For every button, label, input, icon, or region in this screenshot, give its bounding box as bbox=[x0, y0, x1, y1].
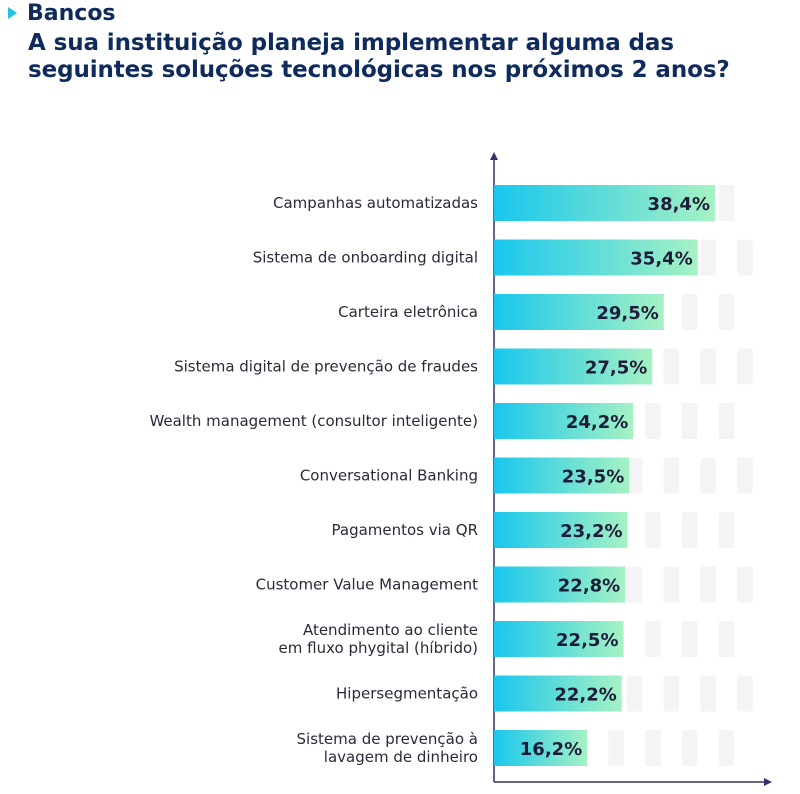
checker-cell bbox=[645, 730, 661, 766]
bar bbox=[494, 566, 626, 603]
category-label: Hipersegmentação bbox=[336, 685, 478, 703]
checker-cell bbox=[700, 566, 716, 603]
checker-cell bbox=[737, 566, 753, 603]
category-label: Campanhas automatizadas bbox=[273, 194, 478, 212]
checker-cell bbox=[682, 730, 698, 766]
chart-title-line-1: A sua instituição planeja implementar al… bbox=[28, 30, 674, 56]
bar bbox=[494, 239, 698, 276]
bar bbox=[494, 403, 634, 439]
checker-cell bbox=[663, 566, 679, 603]
checker-cell bbox=[608, 730, 624, 766]
bar bbox=[494, 348, 653, 385]
value-label: 22,5% bbox=[556, 630, 618, 651]
category-label: em fluxo phygital (híbrido) bbox=[279, 639, 478, 657]
bar bbox=[494, 512, 628, 548]
value-label: 35,4% bbox=[630, 249, 692, 270]
checker-cell bbox=[718, 730, 735, 766]
checker-cell bbox=[663, 348, 679, 385]
category-label: Wealth management (consultor inteligente… bbox=[149, 412, 478, 430]
triangle-right-icon bbox=[8, 7, 17, 19]
checker-cell bbox=[663, 457, 679, 494]
bar bbox=[494, 730, 588, 766]
checker-cell bbox=[645, 512, 661, 548]
value-label: 38,4% bbox=[648, 194, 710, 215]
value-label: 27,5% bbox=[585, 358, 647, 379]
checker-cell bbox=[700, 457, 716, 494]
checker-cell bbox=[737, 675, 753, 712]
checker-cell bbox=[737, 239, 753, 276]
bar bbox=[494, 185, 715, 221]
value-label: 23,5% bbox=[562, 467, 624, 488]
category-label: Carteira eletrônica bbox=[338, 303, 478, 321]
checker-cell bbox=[682, 403, 698, 439]
y-axis-arrow-icon bbox=[490, 152, 498, 160]
checker-cell bbox=[700, 239, 716, 276]
bar bbox=[494, 294, 664, 330]
category-label: Sistema digital de prevenção de fraudes bbox=[174, 358, 478, 376]
checker-cell bbox=[663, 675, 679, 712]
checker-cell bbox=[737, 348, 753, 385]
value-label: 22,2% bbox=[554, 685, 616, 706]
category-label: Pagamentos via QR bbox=[332, 521, 479, 539]
category-label: Atendimento ao cliente bbox=[303, 621, 478, 639]
checker-cell bbox=[718, 512, 735, 548]
bar bbox=[494, 457, 630, 494]
x-axis-arrow-icon bbox=[764, 778, 772, 786]
checker-cell bbox=[700, 675, 716, 712]
checker-cell bbox=[645, 621, 661, 657]
checker-cell bbox=[626, 566, 643, 603]
category-label: Conversational Banking bbox=[300, 467, 478, 485]
checker-cell bbox=[737, 457, 753, 494]
header: Bancos A sua instituição planeja impleme… bbox=[8, 0, 800, 84]
checker-cell bbox=[718, 185, 735, 221]
category-label: Sistema de prevenção à bbox=[297, 730, 478, 748]
value-label: 24,2% bbox=[566, 412, 628, 433]
checker-cell bbox=[626, 457, 643, 494]
checker-cell bbox=[682, 621, 698, 657]
chart-title-line-2: seguintes soluções tecnológicas nos próx… bbox=[28, 57, 730, 83]
checker-cell bbox=[700, 348, 716, 385]
value-label: 16,2% bbox=[520, 739, 582, 760]
category-label: Sistema de onboarding digital bbox=[253, 249, 478, 267]
chart-title: A sua instituição planeja implementar al… bbox=[28, 30, 800, 84]
bar bbox=[494, 621, 624, 657]
checker-cell bbox=[718, 621, 735, 657]
bar bbox=[494, 675, 622, 712]
section-label: Bancos bbox=[27, 0, 116, 26]
checker-cell bbox=[626, 675, 643, 712]
checker-cell bbox=[718, 403, 735, 439]
checker-cell bbox=[682, 294, 698, 330]
value-label: 29,5% bbox=[596, 303, 658, 324]
section-row: Bancos bbox=[8, 0, 800, 26]
category-label: lavagem de dinheiro bbox=[324, 748, 478, 766]
checker-cell bbox=[682, 512, 698, 548]
checker-cell bbox=[718, 294, 735, 330]
value-label: 23,2% bbox=[560, 521, 622, 542]
category-label: Customer Value Management bbox=[256, 576, 479, 594]
value-label: 22,8% bbox=[558, 576, 620, 597]
checker-cell bbox=[645, 403, 661, 439]
